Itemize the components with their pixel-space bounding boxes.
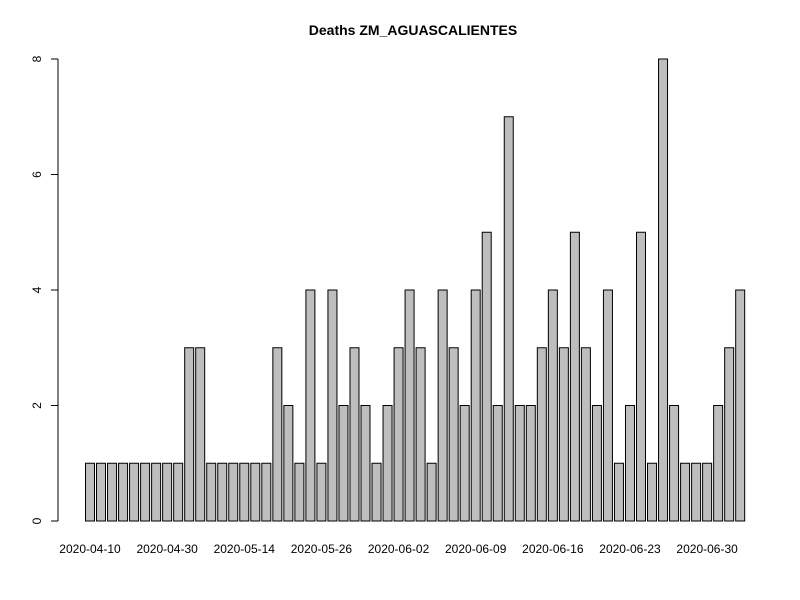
x-tick-label: 2020-06-23: [599, 542, 661, 556]
bar: [404, 289, 415, 522]
bar: [680, 462, 691, 522]
x-tick-label: 2020-06-16: [522, 542, 584, 556]
bar: [437, 289, 448, 522]
bar: [735, 289, 746, 522]
y-tick-label: 4: [30, 286, 44, 293]
bar: [118, 462, 129, 522]
bar: [140, 462, 151, 522]
bar: [371, 462, 382, 522]
bar: [305, 289, 316, 522]
x-tick-label: 2020-04-10: [59, 542, 121, 556]
x-tick-label: 2020-04-30: [136, 542, 198, 556]
bar: [569, 231, 580, 522]
bar: [327, 289, 338, 522]
bar: [261, 462, 272, 522]
x-tick-label: 2020-05-26: [291, 542, 353, 556]
bar: [283, 405, 294, 522]
bar: [228, 462, 239, 522]
bar: [151, 462, 162, 522]
x-tick-label: 2020-06-09: [445, 542, 507, 556]
bar: [239, 462, 250, 522]
bar: [691, 462, 702, 522]
bar: [536, 347, 547, 522]
bar: [481, 231, 492, 522]
x-axis: 2020-04-10 2020-04-30 2020-05-14 2020-05-26…: [59, 542, 738, 556]
y-tick-label: 2: [30, 402, 44, 409]
bar: [426, 462, 437, 522]
bar: [382, 405, 393, 522]
y-tick-label: 8: [30, 55, 44, 62]
bar: [470, 289, 481, 522]
bar: [217, 462, 228, 522]
bar: [129, 462, 140, 522]
bar: [624, 405, 635, 522]
bar: [184, 347, 195, 522]
y-axis: 0 2 4 6 8: [30, 55, 59, 524]
bar: [162, 462, 173, 522]
bar: [107, 462, 118, 522]
bar: [558, 347, 569, 522]
bar: [349, 347, 360, 522]
bar: [448, 347, 459, 522]
bar: [173, 462, 184, 522]
x-tick-label: 2020-05-14: [214, 542, 276, 556]
bar: [647, 462, 658, 522]
bar: [294, 462, 305, 522]
bars: [85, 58, 746, 522]
bar: [206, 462, 217, 522]
bar: [96, 462, 107, 522]
bar: [503, 116, 514, 522]
bar: [338, 405, 349, 522]
bar: [415, 347, 426, 522]
bar: [636, 231, 646, 522]
bar: [658, 58, 669, 522]
y-tick-label: 6: [30, 171, 44, 178]
bar: [602, 289, 613, 522]
chart-title: Deaths ZM_AGUASCALIENTES: [309, 22, 517, 38]
bar: [591, 405, 602, 522]
y-tick-label: 0: [30, 517, 44, 524]
bar: [85, 462, 95, 522]
x-tick-label: 2020-06-02: [368, 542, 430, 556]
bar: [272, 347, 283, 522]
bar: [360, 405, 371, 522]
bar: [724, 347, 735, 522]
bar: [613, 462, 624, 522]
bar: [492, 405, 503, 522]
bar: [669, 405, 680, 522]
bar: [393, 347, 404, 522]
bar: [250, 462, 261, 522]
bar: [525, 405, 536, 522]
bar: [713, 405, 724, 522]
bar: [702, 462, 713, 522]
bar: [580, 347, 591, 522]
bar: [195, 347, 206, 522]
bar: [514, 405, 525, 522]
bar: [316, 462, 327, 522]
bar: [459, 405, 470, 522]
x-tick-label: 2020-06-30: [676, 542, 738, 556]
bar: [547, 289, 558, 522]
